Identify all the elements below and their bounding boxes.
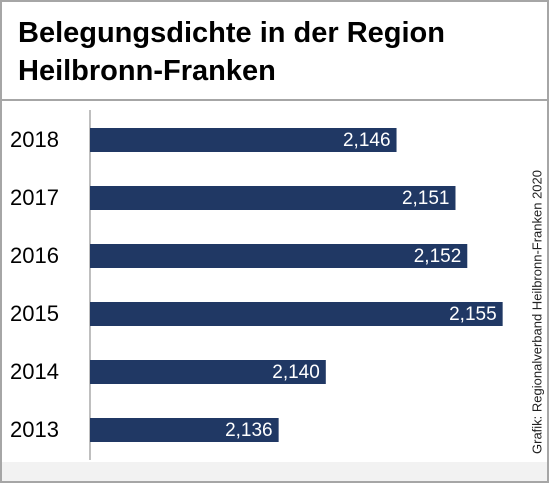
bar [90, 302, 503, 326]
value-label: 2,146 [343, 130, 391, 151]
footer-strip [2, 462, 547, 481]
value-label: 2,155 [449, 304, 497, 325]
chart-title: Belegungsdichte in der Region Heilbronn-… [18, 17, 445, 87]
value-label: 2,151 [402, 188, 450, 209]
y-tick-label: 2017 [10, 185, 59, 210]
y-tick-label: 2016 [10, 243, 59, 268]
y-tick-label: 2013 [10, 417, 59, 442]
value-label: 2,140 [272, 362, 320, 383]
bar [90, 186, 456, 210]
bar [90, 418, 279, 442]
bar [90, 128, 397, 152]
y-tick-label: 2015 [10, 301, 59, 326]
value-label: 2,152 [414, 246, 462, 267]
bar [90, 244, 468, 268]
bar [90, 360, 326, 384]
value-label: 2,136 [225, 420, 273, 441]
y-tick-label: 2014 [10, 359, 59, 384]
source: Grafik: Regionalverband Heilbronn-Franke… [529, 170, 544, 454]
y-tick-label: 2018 [10, 127, 59, 152]
